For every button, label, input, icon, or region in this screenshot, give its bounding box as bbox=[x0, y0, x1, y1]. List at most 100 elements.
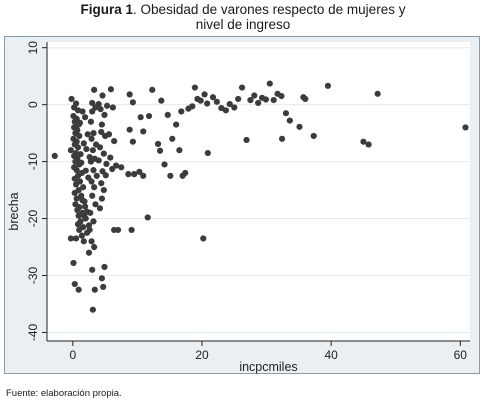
scatter-point-53 bbox=[75, 286, 82, 293]
scatter-point-80 bbox=[87, 158, 95, 165]
scatter-point-145 bbox=[164, 111, 171, 118]
x-tick-label-2: 40 bbox=[324, 348, 338, 362]
scatter-point-93 bbox=[89, 266, 96, 273]
scatter-point-19 bbox=[77, 151, 84, 158]
scatter-point-89 bbox=[86, 226, 93, 234]
scatter-point-31 bbox=[80, 184, 87, 191]
y-tick-label-5: -40 bbox=[26, 323, 40, 341]
scatter-point-140 bbox=[149, 86, 156, 93]
scatter-point-71 bbox=[91, 86, 98, 93]
scatter-point-129 bbox=[126, 126, 133, 133]
scatter-point-104 bbox=[96, 144, 104, 151]
scatter-point-99 bbox=[97, 106, 104, 113]
scatter-point-182 bbox=[286, 117, 293, 124]
scatter-point-57 bbox=[81, 213, 88, 220]
scatter-point-1 bbox=[68, 95, 75, 103]
scatter-point-76 bbox=[88, 135, 95, 142]
scatter-point-163 bbox=[213, 98, 220, 105]
scatter-point-142 bbox=[156, 147, 164, 154]
scatter-point-54 bbox=[79, 197, 86, 204]
scatter-point-59 bbox=[80, 238, 87, 245]
y-axis-title: brecha bbox=[7, 192, 21, 230]
figure-title-line2: nivel de ingreso bbox=[195, 17, 291, 32]
scatter-point-123 bbox=[109, 165, 116, 173]
scatter-point-134 bbox=[140, 172, 147, 179]
scatter-point-68 bbox=[82, 167, 89, 174]
scatter-point-70 bbox=[89, 99, 96, 107]
scatter-point-67 bbox=[78, 159, 85, 166]
scatter-point-61 bbox=[79, 108, 86, 115]
scatter-point-52 bbox=[71, 280, 78, 288]
scatter-point-28 bbox=[71, 175, 78, 182]
scatter-point-191 bbox=[462, 124, 469, 131]
scatter-point-82 bbox=[93, 172, 100, 179]
scatter-point-181 bbox=[282, 110, 290, 117]
scatter-point-102 bbox=[98, 121, 105, 128]
scatter-point-64 bbox=[80, 140, 87, 147]
scatter-point-146 bbox=[167, 172, 174, 179]
scatter-point-143 bbox=[158, 97, 165, 104]
scatter-point-96 bbox=[95, 157, 102, 164]
scatter-point-73 bbox=[89, 108, 96, 115]
scatter-point-62 bbox=[82, 114, 89, 121]
scatter-point-151 bbox=[182, 169, 189, 177]
scatter-point-48 bbox=[72, 235, 80, 242]
scatter-point-87 bbox=[87, 209, 94, 216]
scatter-point-187 bbox=[324, 82, 332, 89]
scatter-point-113 bbox=[101, 263, 108, 271]
scatter-point-92 bbox=[85, 249, 93, 256]
y-tick-label-4: -30 bbox=[26, 267, 40, 285]
scatter-point-115 bbox=[100, 283, 107, 290]
scatter-point-185 bbox=[302, 95, 309, 103]
figure-label: Figura 1 bbox=[80, 2, 134, 17]
scatter-point-75 bbox=[90, 130, 97, 137]
scatter-point-108 bbox=[102, 172, 109, 179]
scatter-point-106 bbox=[103, 160, 110, 167]
scatter-point-90 bbox=[88, 238, 95, 245]
scatter-point-160 bbox=[200, 235, 207, 242]
scatter-point-39 bbox=[74, 206, 81, 214]
scatter-point-139 bbox=[144, 214, 151, 221]
scatter-point-133 bbox=[136, 168, 143, 175]
scatter-point-35 bbox=[73, 195, 80, 202]
x-axis-title: incpcmiles bbox=[239, 360, 297, 374]
scatter-point-17 bbox=[67, 147, 74, 154]
scatter-point-152 bbox=[178, 108, 185, 115]
scatter-point-167 bbox=[231, 104, 238, 111]
scatter-point-91 bbox=[91, 243, 98, 251]
scatter-point-190 bbox=[374, 90, 381, 97]
scatter-point-172 bbox=[251, 92, 258, 99]
scatter-point-183 bbox=[296, 123, 303, 130]
scatter-point-169 bbox=[238, 84, 246, 91]
scatter-point-186 bbox=[310, 132, 317, 140]
scatter-point-137 bbox=[140, 128, 147, 135]
scatter-point-84 bbox=[91, 184, 98, 191]
scatter-point-158 bbox=[201, 91, 208, 98]
scatter-point-173 bbox=[255, 99, 262, 107]
scatter-point-162 bbox=[209, 94, 217, 101]
scatter-point-112 bbox=[96, 205, 104, 212]
scatter-point-161 bbox=[204, 149, 211, 157]
scatter-point-78 bbox=[89, 147, 96, 154]
scatter-point-46 bbox=[76, 226, 83, 234]
scatter-point-131 bbox=[125, 171, 132, 178]
scatter-point-165 bbox=[222, 107, 229, 114]
x-tick-label-0: 0 bbox=[69, 348, 76, 362]
scatter-point-12 bbox=[76, 132, 83, 140]
scatter-point-44 bbox=[74, 221, 82, 228]
scatter-point-117 bbox=[107, 86, 115, 93]
scatter-point-141 bbox=[154, 140, 162, 148]
scatter-point-180 bbox=[278, 135, 286, 142]
scatter-point-51 bbox=[70, 259, 77, 267]
x-tick-label-3: 60 bbox=[454, 348, 468, 362]
scatter-point-138 bbox=[145, 112, 153, 120]
scatter-point-116 bbox=[103, 102, 111, 109]
scatter-point-0 bbox=[51, 152, 58, 160]
scatter-point-58 bbox=[85, 222, 93, 229]
scatter-point-147 bbox=[169, 135, 176, 142]
scatter-point-118 bbox=[109, 104, 116, 111]
scatter-point-109 bbox=[98, 180, 105, 187]
scatter-point-55 bbox=[82, 203, 89, 210]
figure-source: Fuente: elaboración propia. bbox=[6, 388, 122, 399]
scatter-point-136 bbox=[137, 114, 144, 121]
